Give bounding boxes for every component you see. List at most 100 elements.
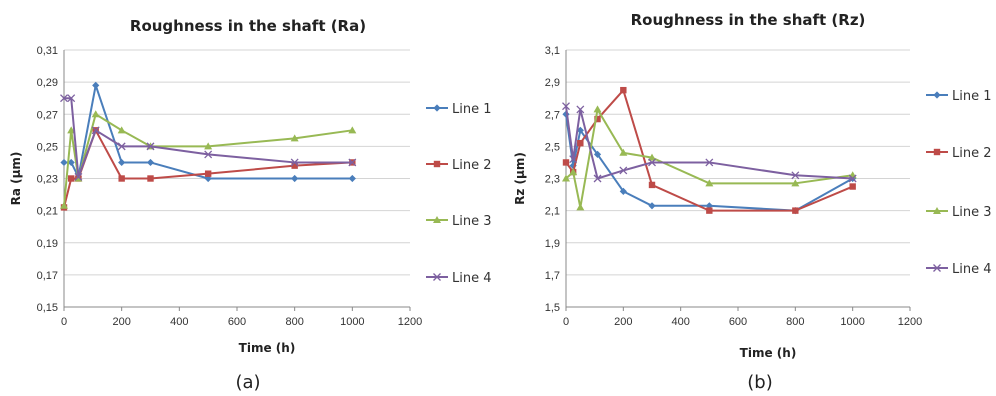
- x-marker-stroke: [146, 142, 155, 151]
- y-axis-title: Rz (µm): [513, 152, 527, 205]
- x-marker-stroke: [593, 174, 602, 183]
- data-point: [117, 126, 126, 134]
- y-tick-label: 0,23: [37, 174, 58, 186]
- data-point: [648, 153, 656, 161]
- x-marker-stroke: [74, 172, 83, 181]
- chart-2: 1,5 1,7 1,9 2,1 2,3 2,5 2,7 2,9 3,1 0 200 400 600 800…: [513, 11, 992, 393]
- chart-title: Roughness in the shaft (Rz): [631, 11, 866, 29]
- panel-caption: (a): [235, 372, 260, 393]
- data-point: [291, 174, 299, 183]
- data-point: [576, 126, 584, 134]
- x-marker-stroke: [791, 171, 800, 180]
- legend-marker: [933, 91, 941, 99]
- data-point: [648, 202, 656, 210]
- data-point: [204, 150, 213, 159]
- data-point: [60, 201, 68, 209]
- data-point: [146, 142, 155, 151]
- legend-label: Line 1: [452, 102, 492, 117]
- data-point: [118, 158, 126, 167]
- data-point: [91, 126, 100, 135]
- data-point: [620, 86, 627, 94]
- x-marker-stroke: [204, 150, 213, 159]
- y-axis-title: Ra (µm): [9, 152, 23, 206]
- x-marker-stroke: [569, 155, 578, 164]
- legend-marker: [433, 104, 441, 112]
- data-point: [74, 172, 83, 181]
- data-point: [91, 110, 100, 118]
- legend-marker: [433, 273, 441, 281]
- x-marker-stroke: [67, 94, 76, 103]
- y-tick-label: 3,1: [545, 45, 560, 57]
- x-tick-label: 800: [786, 316, 804, 328]
- y-tick-label: 2,9: [545, 77, 560, 89]
- legend-label: Line 2: [952, 146, 992, 161]
- data-point: [619, 148, 628, 156]
- legend-marker: [933, 207, 941, 214]
- series-line-2: [63, 129, 353, 208]
- legend-label: Line 2: [452, 158, 492, 173]
- x-marker-stroke: [705, 158, 714, 167]
- panel-caption: (b): [747, 372, 772, 393]
- data-point: [593, 105, 602, 113]
- data-point: [849, 183, 856, 190]
- y-tick-label: 2,5: [545, 141, 560, 153]
- y-tick-label: 0,19: [37, 238, 58, 250]
- x-marker-stroke: [60, 94, 68, 103]
- legend-label: Line 3: [452, 214, 492, 229]
- x-tick-label: 200: [112, 316, 130, 328]
- data-point: [67, 94, 76, 103]
- x-tick-label: 0: [563, 316, 569, 328]
- data-point: [593, 150, 602, 159]
- x-marker-stroke: [619, 166, 628, 175]
- x-tick-label: 1000: [340, 316, 364, 328]
- x-tick-label: 800: [285, 316, 303, 328]
- x-tick-label: 1000: [840, 316, 864, 328]
- data-point: [204, 142, 213, 150]
- x-tick-label: 400: [671, 316, 689, 328]
- x-tick-label: 400: [170, 316, 188, 328]
- data-point: [348, 126, 357, 134]
- data-point: [791, 171, 800, 180]
- y-tick-label: 0,15: [37, 302, 58, 314]
- x-marker-stroke: [348, 158, 357, 167]
- data-point: [146, 158, 155, 167]
- y-tick-label: 0,31: [37, 45, 58, 57]
- x-marker-stroke: [433, 273, 441, 281]
- data-point: [348, 158, 357, 167]
- data-point: [569, 155, 578, 164]
- data-point: [706, 207, 713, 214]
- x-marker-stroke: [290, 158, 299, 167]
- x-marker-stroke: [848, 174, 857, 183]
- x-tick-label: 0: [61, 316, 67, 328]
- data-point: [60, 158, 68, 167]
- x-marker-stroke: [117, 142, 126, 151]
- chart-title: Roughness in the shaft (Ra): [130, 17, 366, 35]
- y-tick-label: 0,21: [37, 206, 58, 218]
- y-tick-label: 0,17: [37, 270, 58, 282]
- series-line-3: [63, 113, 353, 206]
- data-point: [619, 187, 627, 195]
- x-marker-stroke: [648, 158, 656, 167]
- legend-marker: [933, 264, 941, 272]
- data-point: [576, 203, 585, 211]
- data-point: [705, 158, 714, 167]
- series-line-2: [565, 89, 854, 212]
- x-tick-label: 1200: [898, 316, 922, 328]
- data-point: [348, 174, 356, 183]
- data-point: [67, 126, 76, 134]
- legend-label: Line 4: [452, 271, 492, 286]
- data-point: [562, 110, 570, 118]
- data-point: [118, 175, 125, 182]
- y-tick-label: 2,1: [545, 206, 560, 218]
- data-point: [147, 175, 154, 182]
- data-point: [792, 207, 799, 214]
- y-tick-label: 1,5: [545, 302, 560, 314]
- data-point: [569, 168, 578, 176]
- x-marker-stroke: [576, 105, 585, 114]
- legend-label: Line 4: [952, 262, 992, 277]
- data-point: [648, 181, 656, 189]
- data-point: [791, 179, 800, 187]
- data-point: [291, 162, 298, 169]
- y-tick-label: 0,27: [37, 109, 58, 121]
